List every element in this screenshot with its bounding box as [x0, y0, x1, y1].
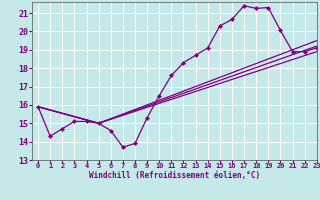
X-axis label: Windchill (Refroidissement éolien,°C): Windchill (Refroidissement éolien,°C) — [89, 171, 260, 180]
